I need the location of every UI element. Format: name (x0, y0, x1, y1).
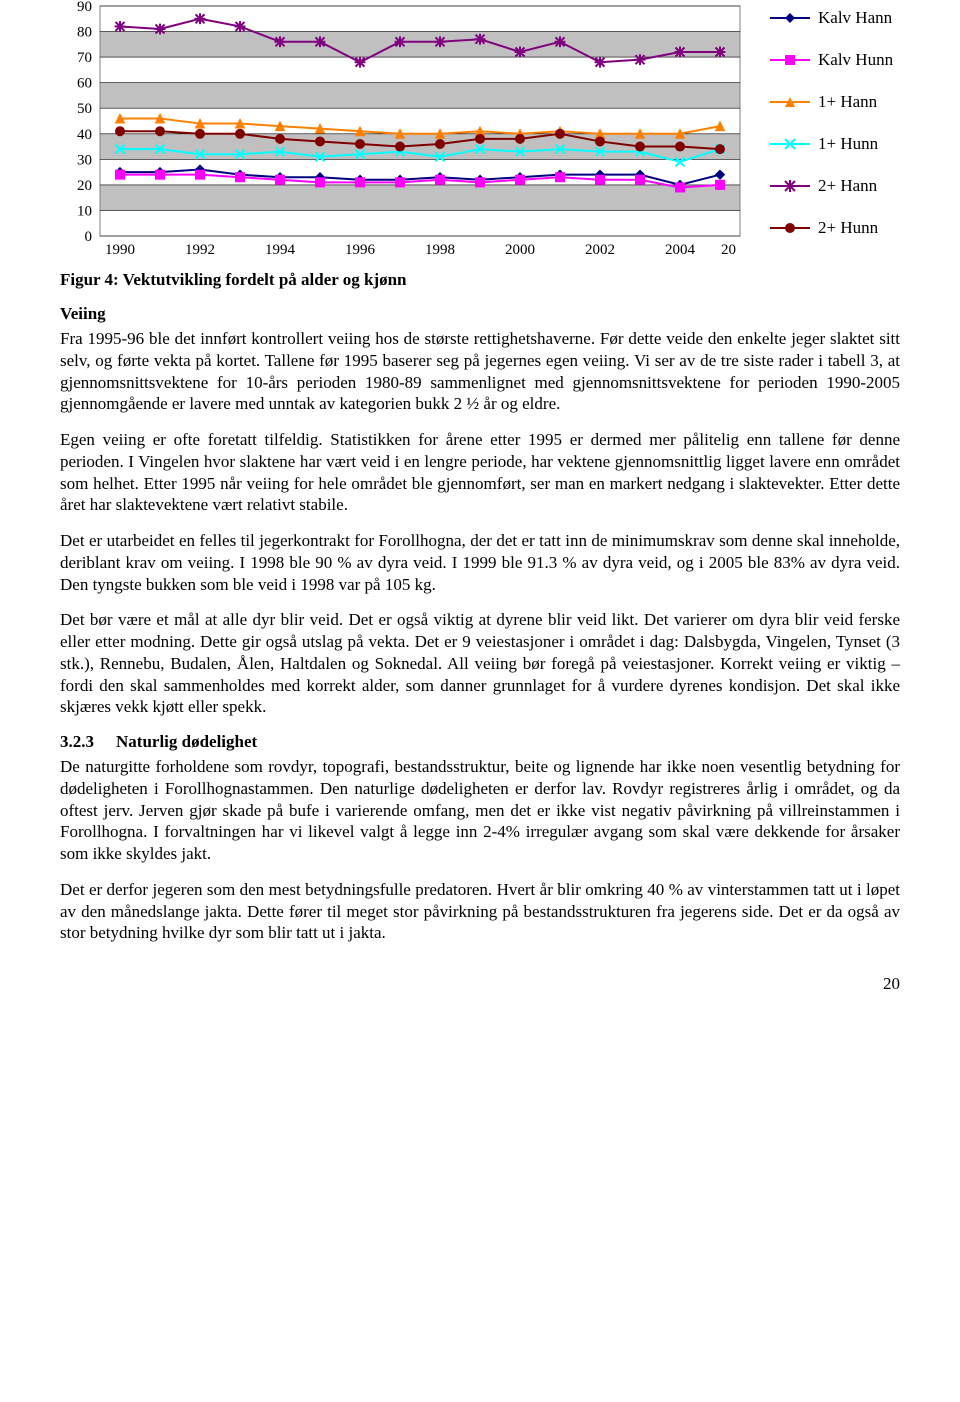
legend-label: 2+ Hann (818, 176, 877, 196)
paragraph: Det er derfor jegeren som den mest betyd… (60, 879, 900, 944)
paragraph: Fra 1995-96 ble det innført kontrollert … (60, 328, 900, 415)
svg-text:20: 20 (721, 242, 736, 258)
paragraph: De naturgitte forholdene som rovdyr, top… (60, 756, 900, 865)
section-title: Naturlig dødelighet (116, 732, 257, 751)
legend-label: 1+ Hann (818, 92, 877, 112)
svg-text:2002: 2002 (585, 242, 615, 258)
page-number: 20 (60, 974, 900, 994)
legend-item: Kalv Hann (770, 8, 893, 28)
svg-text:2004: 2004 (665, 242, 696, 258)
chart-row: 0 10 20 30 40 50 60 70 80 90 1990 1992 1994 1996 1998 2… (60, 0, 900, 260)
svg-text:1996: 1996 (345, 242, 376, 258)
svg-text:10: 10 (77, 203, 92, 219)
paragraph: Det er utarbeidet en felles til jegerkon… (60, 530, 900, 595)
chart-legend: Kalv Hann Kalv Hunn 1+ Hann 1+ Hunn 2+ Hann 2… (770, 0, 893, 238)
section-number: 3.2.3 (60, 732, 94, 752)
figure-caption: Figur 4: Vektutvikling fordelt på alder … (60, 270, 900, 290)
svg-text:60: 60 (77, 76, 92, 92)
svg-text:80: 80 (77, 25, 92, 41)
svg-text:0: 0 (85, 229, 93, 245)
svg-text:70: 70 (77, 50, 92, 66)
legend-item: 2+ Hunn (770, 218, 893, 238)
svg-text:1994: 1994 (265, 242, 296, 258)
legend-label: 2+ Hunn (818, 218, 878, 238)
svg-text:1990: 1990 (105, 242, 135, 258)
legend-item: 1+ Hann (770, 92, 893, 112)
svg-text:1992: 1992 (185, 242, 215, 258)
subheading-veiing: Veiing (60, 304, 900, 324)
svg-text:30: 30 (77, 152, 92, 168)
svg-text:50: 50 (77, 101, 92, 117)
section-heading: 3.2.3 Naturlig dødelighet (60, 732, 900, 752)
svg-text:20: 20 (77, 178, 92, 194)
svg-text:1998: 1998 (425, 242, 455, 258)
weight-trend-chart: 0 10 20 30 40 50 60 70 80 90 1990 1992 1994 1996 1998 2… (60, 0, 750, 260)
legend-item: Kalv Hunn (770, 50, 893, 70)
svg-text:90: 90 (77, 0, 92, 15)
legend-label: 1+ Hunn (818, 134, 878, 154)
legend-item: 1+ Hunn (770, 134, 893, 154)
svg-text:2000: 2000 (505, 242, 535, 258)
legend-label: Kalv Hann (818, 8, 892, 28)
legend-label: Kalv Hunn (818, 50, 893, 70)
paragraph: Egen veiing er ofte foretatt tilfeldig. … (60, 429, 900, 516)
paragraph: Det bør være et mål at alle dyr blir vei… (60, 609, 900, 718)
legend-item: 2+ Hann (770, 176, 893, 196)
svg-text:40: 40 (77, 127, 92, 143)
